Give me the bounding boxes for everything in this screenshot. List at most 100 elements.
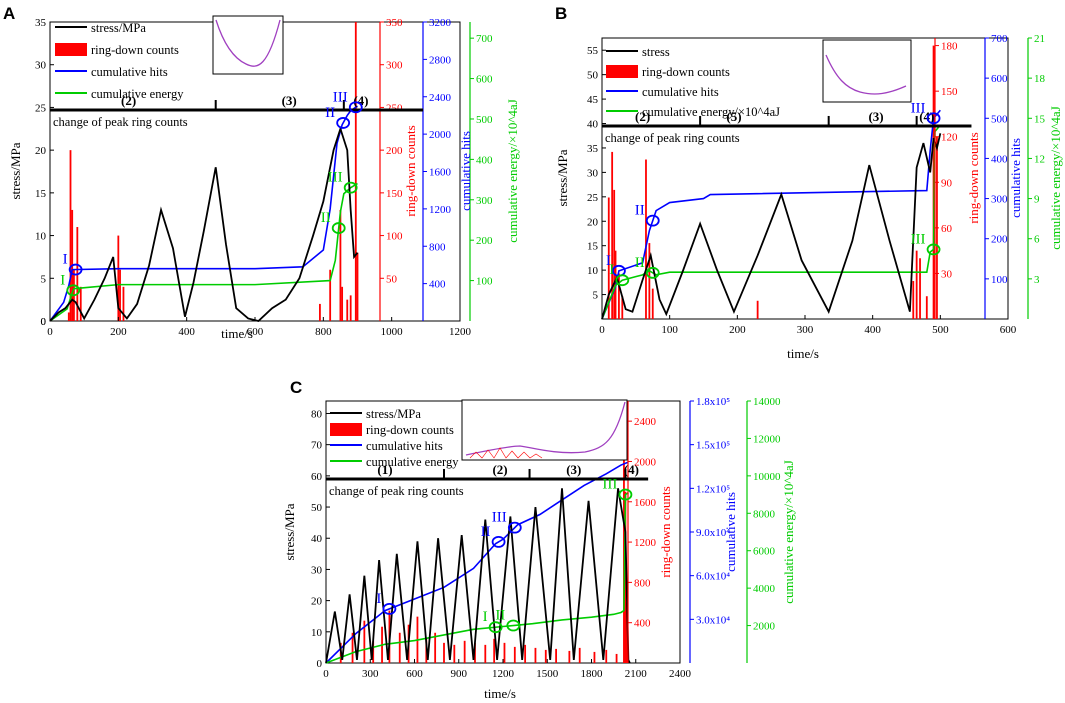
- y-tick-label: 700: [476, 33, 493, 45]
- x-tick-label: 1000: [381, 326, 404, 338]
- ring-down-bar: [524, 644, 527, 663]
- ring-down-bar: [341, 286, 344, 321]
- y-tick-label: 25: [587, 192, 599, 204]
- y-tick-label: 100: [386, 231, 403, 243]
- y-label-hits-a: cumulative hits: [458, 131, 473, 211]
- y-tick-label: 500: [476, 114, 493, 126]
- y-tick-label: 10: [587, 265, 599, 277]
- stress-line: [601, 133, 942, 320]
- y-tick-label: 100: [476, 276, 493, 288]
- ring-down-bar: [354, 22, 357, 321]
- stress-line: [325, 488, 631, 664]
- y-tick-label: 9.0x10⁴: [696, 527, 730, 539]
- marker-label: III: [602, 477, 617, 493]
- y-tick-label: 2000: [753, 621, 776, 633]
- legend-label: cumulative hits: [642, 85, 719, 99]
- y-tick-label: 120: [941, 132, 958, 144]
- marker-circle: [926, 112, 941, 125]
- y-label-ring-c: ring-down counts: [658, 486, 673, 577]
- marker-circle: [506, 619, 521, 632]
- x-ticks-b: 0 100 200 300 400 500 600: [599, 315, 1017, 336]
- y-tick-label: 1200: [634, 537, 657, 549]
- y-label-energy-c: cumulative energy/×10^4aJ: [781, 460, 796, 604]
- marker-circle: [645, 266, 660, 279]
- marker-label: II: [635, 255, 645, 271]
- ring-down-bar: [756, 300, 759, 319]
- y-label-stress-c: stress/MPa: [282, 503, 297, 560]
- y-tick-label: 200: [476, 235, 493, 247]
- y-tick-label: 400: [429, 279, 446, 291]
- marker-label: II: [635, 203, 645, 219]
- y-tick-label: 14000: [753, 396, 781, 408]
- legend-label: cumulative energy: [91, 87, 184, 101]
- y-tick-label: 2400: [429, 92, 452, 104]
- ring-down-bar: [578, 647, 581, 663]
- marker-circle: [488, 621, 503, 634]
- panel-b: B 0 100 200 300 400 500 600 510152025303540455…: [555, 4, 1063, 361]
- hits-axis-a: 400 800 1200 1600 2000 2400 2800 3200: [422, 17, 452, 321]
- y-tick-label: 3200: [429, 17, 452, 29]
- y-tick-label: 60: [941, 223, 953, 235]
- y-tick-label: 12: [1034, 153, 1045, 165]
- energy-axis-c: 2000 4000 6000 8000 10000 12000 14000: [746, 396, 781, 663]
- x-tick-label: 1200: [492, 668, 515, 680]
- x-tick-label: 600: [247, 326, 264, 338]
- ring-down-bar: [493, 638, 496, 663]
- x-tick-label: 1500: [536, 668, 559, 680]
- stage-label: (2): [492, 462, 507, 477]
- marker-label: I: [376, 591, 381, 607]
- y-tick-label: 150: [941, 86, 958, 98]
- y-tick-label: 20: [35, 145, 47, 157]
- ring-down-bar: [356, 252, 359, 321]
- y-tick-label: 50: [386, 273, 398, 285]
- cumulative-hits-line: [49, 105, 358, 322]
- x-ticks-a: 0 200 400 600 800 1000 1200: [47, 317, 472, 338]
- y-tick-label: 0: [41, 316, 47, 328]
- cumulative-hits-line: [601, 109, 941, 320]
- y-tick-label: 6000: [753, 546, 776, 558]
- y-tick-label: 180: [941, 41, 958, 53]
- stage-note: change of peak ring counts: [605, 131, 740, 145]
- y-tick-label: 600: [476, 74, 493, 86]
- panel-a: A 0 200 400 600 800 1000 1200 0 5 10 15 20 25 30 35 0 …: [3, 4, 520, 341]
- y-tick-label: 80: [311, 408, 323, 420]
- y-tick-label: 350: [386, 17, 403, 29]
- y-tick-label: 300: [386, 60, 403, 72]
- y-tick-label: 500: [991, 113, 1008, 125]
- marker-label: I: [60, 272, 65, 288]
- y-tick-label: 150: [386, 188, 403, 200]
- y-tick-label: 200: [991, 234, 1008, 246]
- y-tick-label: 70: [311, 440, 323, 452]
- y-tick-label: 12000: [753, 433, 781, 445]
- ring-down-bar: [69, 150, 72, 321]
- y-tick-label: 0: [317, 658, 323, 670]
- x-tick-label: 1200: [449, 326, 472, 338]
- y-label-ring-a: ring-down counts: [403, 125, 418, 216]
- y-tick-label: 5: [593, 290, 599, 302]
- ring-down-bar: [915, 250, 918, 319]
- ring-axis-a: 50 100 150 200 250 300 350: [379, 17, 403, 321]
- y-label-hits-c: cumulative hits: [723, 492, 738, 572]
- marker-label: III: [492, 510, 507, 526]
- stage-label: (4): [919, 109, 934, 124]
- ring-down-bar: [443, 642, 445, 663]
- ring-down-bar: [611, 151, 614, 319]
- legend-label: cumulative hits: [366, 439, 443, 453]
- y-tick-label: 40: [587, 119, 599, 131]
- marker-label: III: [328, 170, 343, 186]
- stage-note: change of peak ring counts: [53, 115, 188, 129]
- y-tick-label: 10: [311, 627, 323, 639]
- y-tick-label: 1600: [429, 167, 452, 179]
- ring-down-bar: [618, 273, 620, 319]
- ring-axis-c: 400 800 1200 1600 2000 2400: [627, 401, 657, 663]
- ring-down-bar: [555, 648, 557, 663]
- cumulative-energy-line: [325, 492, 629, 664]
- ring-down-bar: [651, 288, 654, 319]
- marker-circle: [615, 274, 630, 287]
- panel-c: C 0 300 600 900 1200 1500 1800 2100 2400 1020304…: [282, 378, 796, 701]
- x-tick-label: 300: [362, 668, 379, 680]
- ring-down-bar: [919, 258, 921, 319]
